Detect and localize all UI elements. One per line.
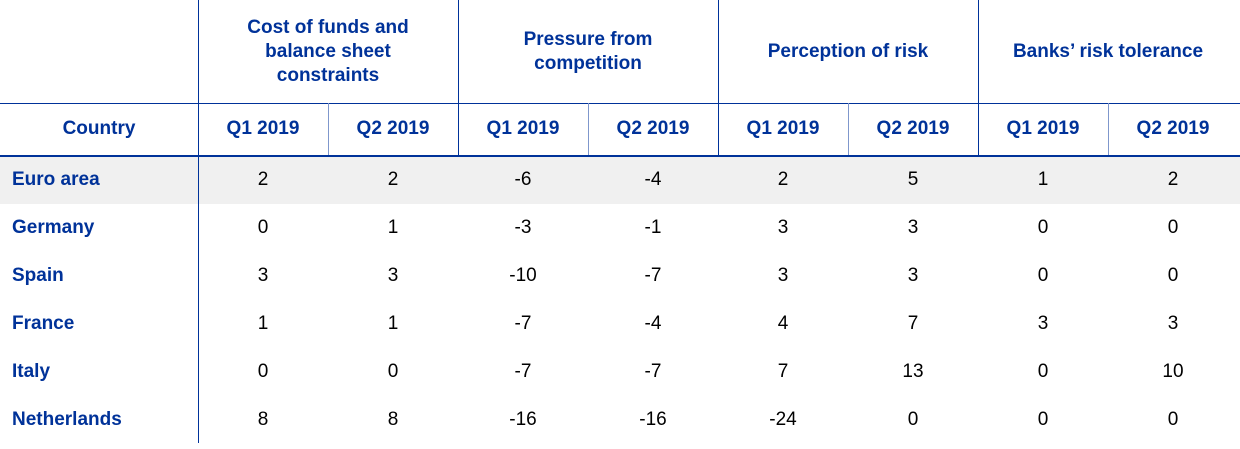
- table-value: 7: [907, 313, 919, 334]
- column-rule: [718, 0, 719, 155]
- column-header: Q2 2019: [356, 118, 430, 139]
- table-value: 3: [387, 265, 399, 286]
- table-value: 3: [907, 265, 919, 286]
- table-value: 0: [1037, 409, 1049, 430]
- country-name: Netherlands: [12, 409, 122, 430]
- table-value: -10: [509, 265, 537, 286]
- header-rule: [0, 103, 1240, 104]
- country-name: Euro area: [12, 169, 100, 190]
- column-header: Q1 2019: [486, 118, 560, 139]
- table-value: -6: [514, 169, 532, 190]
- table-value: -4: [644, 313, 662, 334]
- column-header: Q2 2019: [616, 118, 690, 139]
- table-value: 0: [1167, 217, 1179, 238]
- table-value: 2: [777, 169, 789, 190]
- table-value: 0: [1037, 265, 1049, 286]
- table-value: -7: [644, 361, 662, 382]
- table-value: 0: [1037, 361, 1049, 382]
- header-rule: [0, 155, 1240, 157]
- table-value: 0: [387, 361, 399, 382]
- table-value: 3: [907, 217, 919, 238]
- table-value: 8: [387, 409, 399, 430]
- table-value: 1: [387, 217, 399, 238]
- table-value: 3: [1037, 313, 1049, 334]
- table-value: 0: [257, 217, 269, 238]
- table-value: -1: [644, 217, 662, 238]
- table-value: 1: [257, 313, 269, 334]
- table-value: 3: [1167, 313, 1179, 334]
- column-rule: [978, 0, 979, 155]
- table-value: 8: [257, 409, 269, 430]
- country-name: France: [12, 313, 75, 334]
- group-header: Banks’ risk tolerance: [1012, 40, 1204, 62]
- table-value: 1: [387, 313, 399, 334]
- column-rule: [198, 0, 199, 443]
- table-value: 3: [257, 265, 269, 286]
- table-value: 13: [902, 361, 924, 382]
- table-value: 4: [777, 313, 789, 334]
- column-rule: [588, 103, 589, 155]
- table-value: -7: [514, 313, 532, 334]
- table-value: -7: [644, 265, 662, 286]
- column-header: Country: [62, 118, 136, 139]
- table-value: -7: [514, 361, 532, 382]
- table-value: 10: [1162, 361, 1184, 382]
- table-value: -16: [509, 409, 537, 430]
- table-value: 3: [777, 265, 789, 286]
- table-value: -16: [639, 409, 667, 430]
- table-value: 5: [907, 169, 919, 190]
- table-value: -24: [769, 409, 797, 430]
- column-header: Q1 2019: [746, 118, 820, 139]
- table-value: 0: [257, 361, 269, 382]
- group-header: Pressure from competition: [523, 28, 653, 74]
- table-value: 0: [1167, 409, 1179, 430]
- column-rule: [328, 103, 329, 155]
- column-header: Q1 2019: [226, 118, 300, 139]
- group-header: Cost of funds and balance sheet constrai…: [247, 16, 409, 86]
- country-name: Germany: [12, 217, 95, 238]
- table-value: 2: [257, 169, 269, 190]
- column-rule: [848, 103, 849, 155]
- table-value: 2: [387, 169, 399, 190]
- table-value: 3: [777, 217, 789, 238]
- table-value: 1: [1037, 169, 1049, 190]
- table-value: 0: [907, 409, 919, 430]
- table-value: -3: [514, 217, 532, 238]
- column-rule: [458, 0, 459, 155]
- table-value: -4: [644, 169, 662, 190]
- column-header: Q1 2019: [1006, 118, 1080, 139]
- column-rule: [1108, 103, 1109, 155]
- group-header: Perception of risk: [767, 40, 929, 62]
- table-value: 0: [1037, 217, 1049, 238]
- row-shade: [0, 156, 1240, 204]
- table-value: 0: [1167, 265, 1179, 286]
- table-value: 7: [777, 361, 789, 382]
- country-name: Spain: [12, 265, 64, 286]
- country-name: Italy: [12, 361, 51, 382]
- table-value: 2: [1167, 169, 1179, 190]
- column-header: Q2 2019: [1136, 118, 1210, 139]
- column-header: Q2 2019: [876, 118, 950, 139]
